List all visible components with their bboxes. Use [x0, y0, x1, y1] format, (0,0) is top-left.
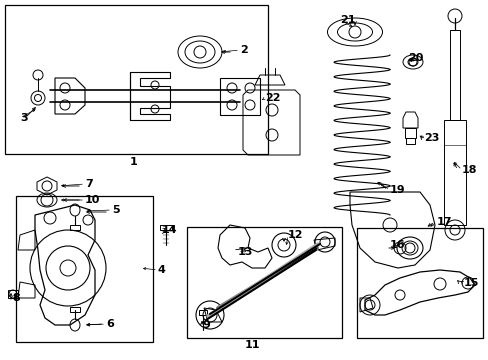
Text: 22: 22: [264, 93, 280, 103]
Text: 18: 18: [461, 165, 476, 175]
Text: 10: 10: [85, 195, 100, 205]
Text: 1: 1: [130, 157, 138, 167]
Text: 5: 5: [112, 205, 120, 215]
Text: 8: 8: [12, 293, 20, 303]
Text: 12: 12: [287, 230, 303, 240]
Text: 21: 21: [339, 15, 355, 25]
Text: 2: 2: [240, 45, 247, 55]
Text: 13: 13: [238, 247, 253, 257]
Text: 15: 15: [463, 278, 478, 288]
Text: 14: 14: [162, 225, 177, 235]
Text: 3: 3: [20, 113, 27, 123]
Text: 6: 6: [106, 319, 114, 329]
Text: 11: 11: [244, 340, 260, 350]
Text: 7: 7: [85, 179, 93, 189]
Text: 20: 20: [407, 53, 423, 63]
Text: 23: 23: [423, 133, 439, 143]
Text: 19: 19: [389, 185, 405, 195]
Text: 4: 4: [158, 265, 165, 275]
Text: 9: 9: [202, 320, 209, 330]
Text: 16: 16: [389, 240, 405, 250]
Text: 17: 17: [436, 217, 451, 227]
